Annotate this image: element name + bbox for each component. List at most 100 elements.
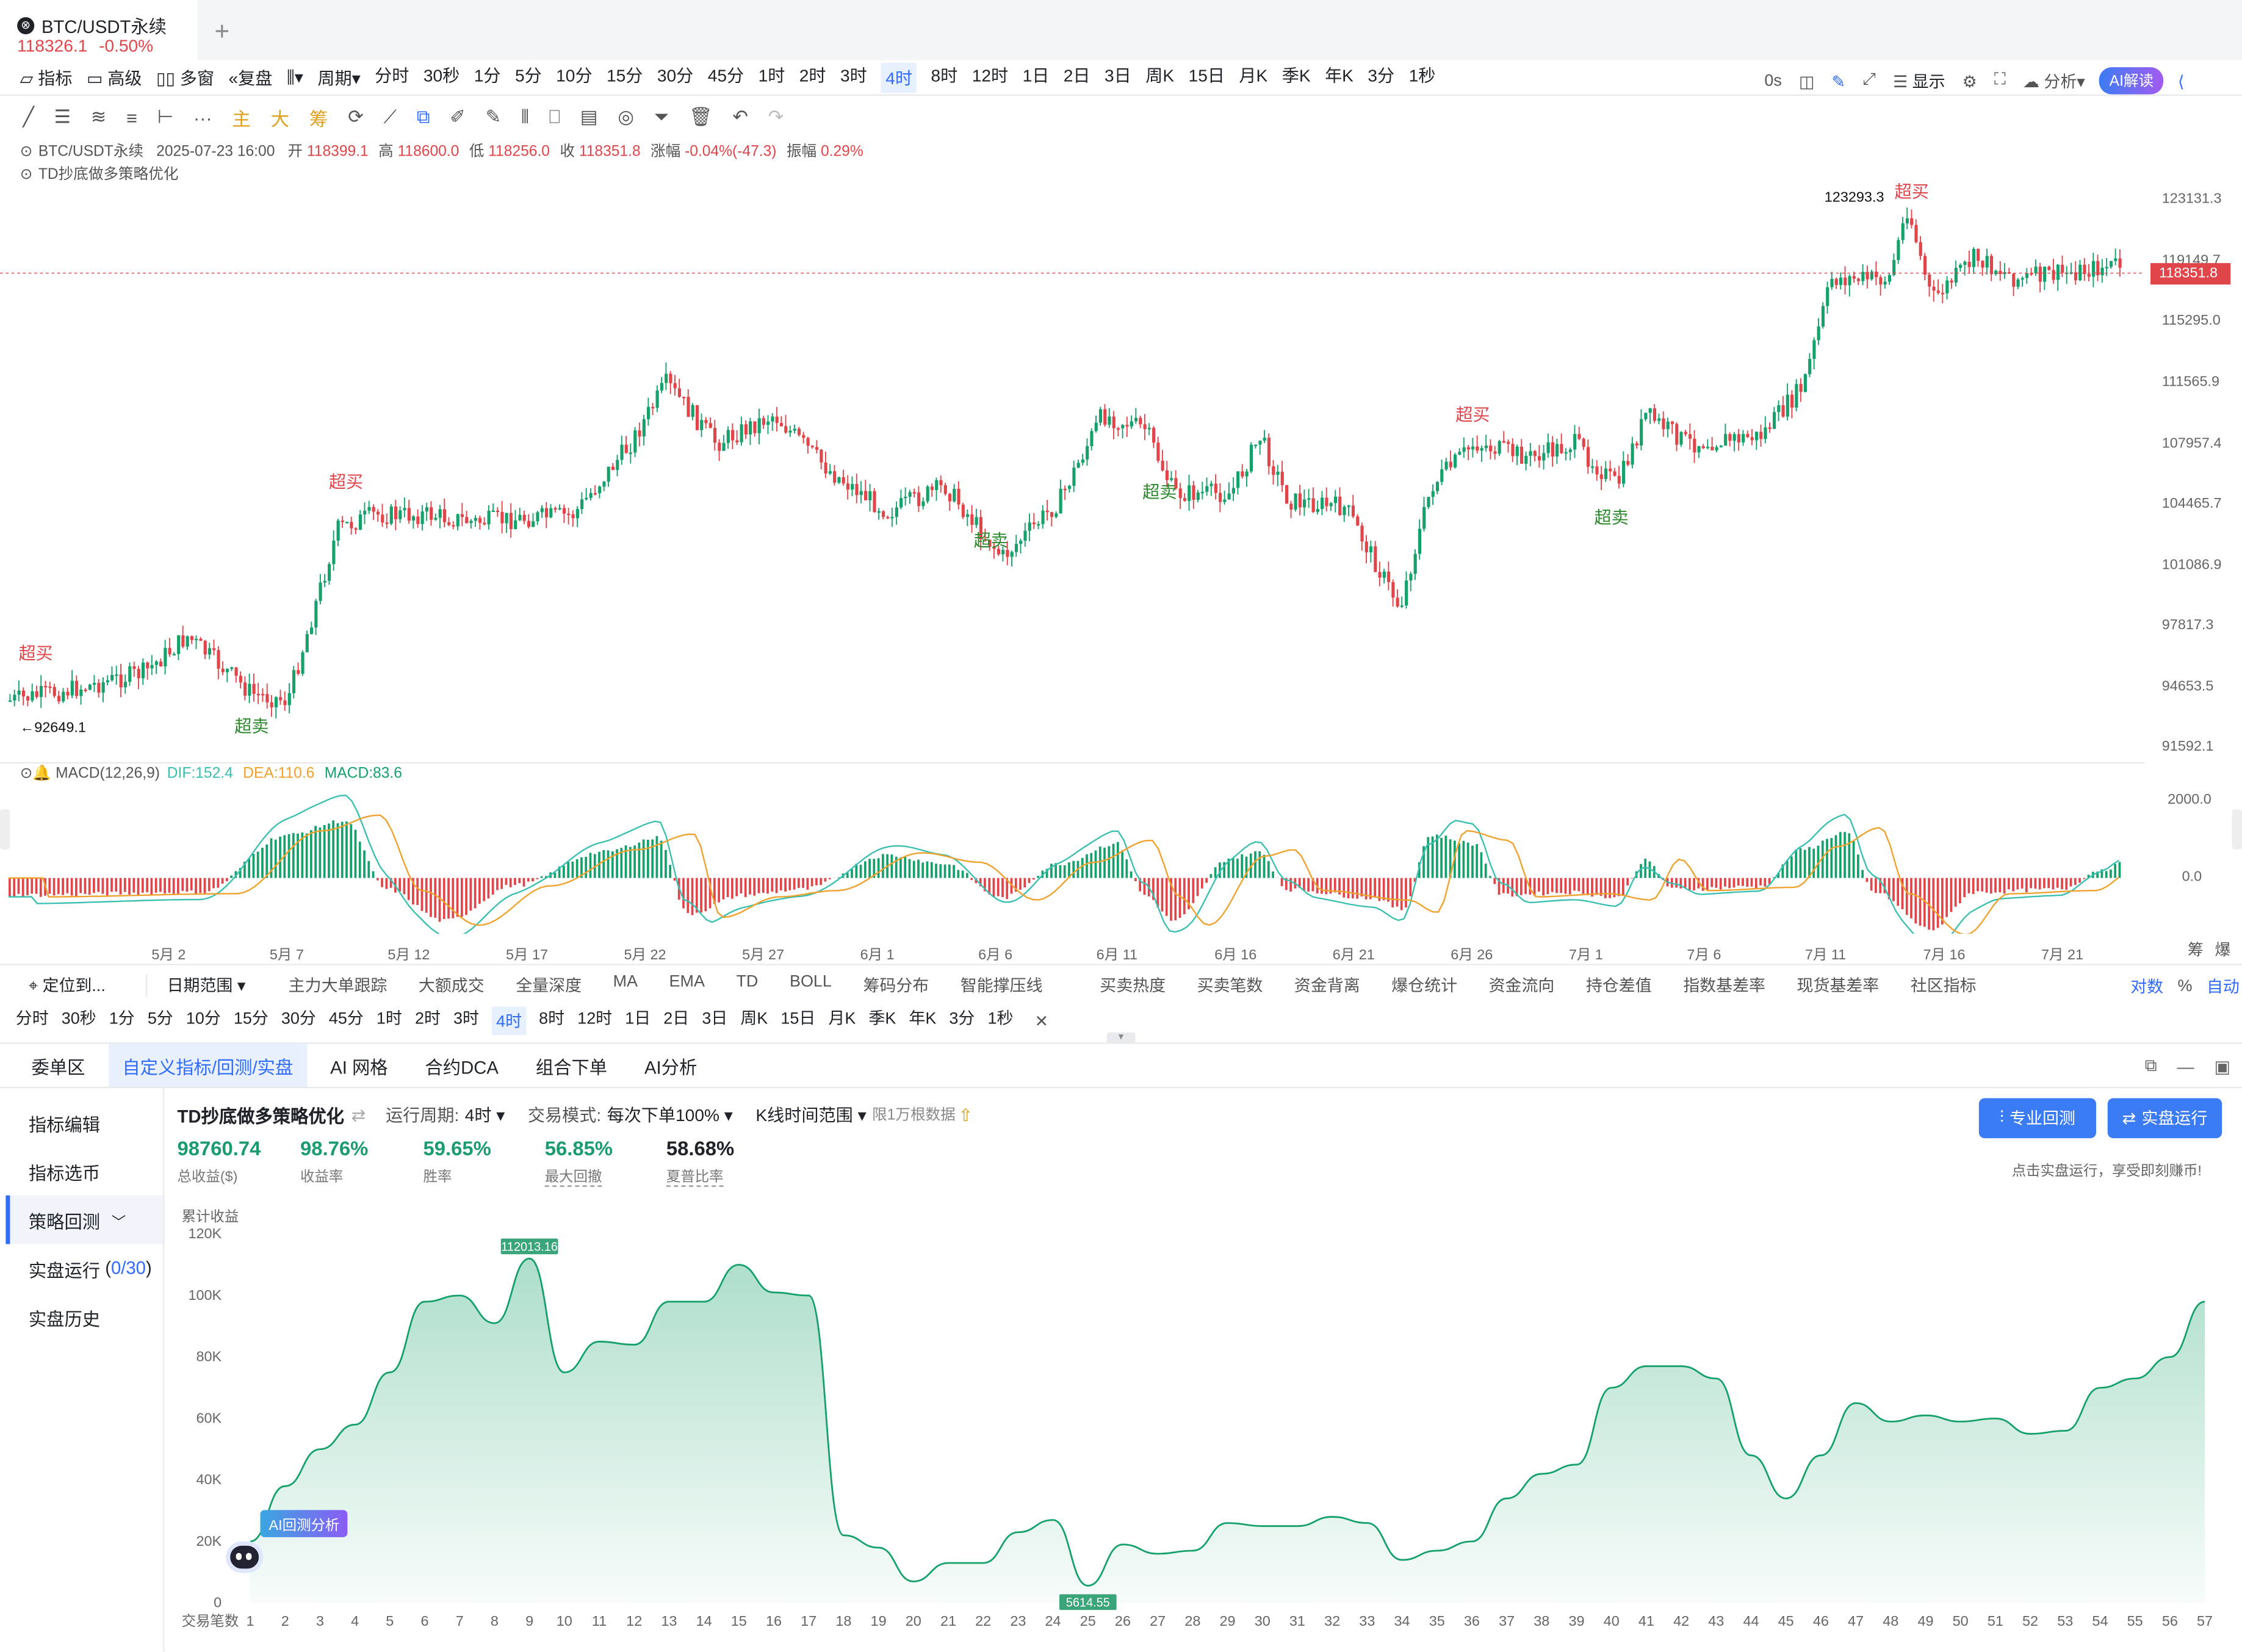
period-19[interactable]: 月K xyxy=(1239,62,1267,92)
period2-4[interactable]: 10分 xyxy=(186,1007,221,1036)
log-scale-button[interactable]: 对数 xyxy=(2130,975,2163,998)
period2-21[interactable]: 年K xyxy=(909,1007,936,1036)
live-run-button[interactable]: ⇄ 实盘运行 xyxy=(2108,1098,2222,1139)
period2-11[interactable]: 4时 xyxy=(492,1007,526,1036)
period-14[interactable]: 1日 xyxy=(1023,62,1050,92)
candle-type-button[interactable]: ⫼▾ xyxy=(287,67,303,88)
period2-14[interactable]: 1日 xyxy=(625,1007,651,1036)
indicator-item-11[interactable]: 资金背离 xyxy=(1294,974,1360,997)
scroll-right-handle[interactable] xyxy=(2232,809,2242,849)
share-icon[interactable]: ⟨ xyxy=(2178,71,2185,91)
period-13[interactable]: 12时 xyxy=(972,62,1008,92)
period-15[interactable]: 2日 xyxy=(1064,62,1090,92)
bottom-tab-1[interactable]: 自定义指标/回测/实盘 xyxy=(108,1043,308,1088)
more-tools-icon[interactable]: ··· xyxy=(193,107,212,128)
period-2[interactable]: 1分 xyxy=(474,62,501,92)
corner-chips[interactable]: 筹 xyxy=(2188,938,2204,961)
tab-btc-usdt[interactable]: ⊗ BTC/USDT永续 118326.1 -0.50% xyxy=(0,0,197,60)
indicator-item-2[interactable]: 全量深度 xyxy=(516,974,582,997)
period-18[interactable]: 15日 xyxy=(1189,62,1225,92)
chips-tool[interactable]: 筹 xyxy=(309,104,328,131)
maximize-icon[interactable]: ▣ xyxy=(2214,1056,2230,1076)
magnet-tool-icon[interactable]: ◎ xyxy=(618,106,634,128)
period-10[interactable]: 3时 xyxy=(840,62,867,92)
indicator-item-5[interactable]: TD xyxy=(736,974,758,997)
period2-13[interactable]: 12时 xyxy=(577,1007,612,1036)
period2-2[interactable]: 1分 xyxy=(109,1007,135,1036)
period-20[interactable]: 季K xyxy=(1282,62,1311,92)
period-1[interactable]: 30秒 xyxy=(424,62,460,92)
sidebar-item-live-history[interactable]: 实盘历史 xyxy=(5,1293,163,1341)
period-5[interactable]: 15分 xyxy=(607,62,643,92)
fib-tool-icon[interactable]: ⟳ xyxy=(348,106,364,128)
period2-23[interactable]: 1秒 xyxy=(987,1007,1013,1036)
period-3[interactable]: 5分 xyxy=(515,62,542,92)
popout-icon[interactable]: ⧉ xyxy=(2145,1055,2157,1077)
period-17[interactable]: 周K xyxy=(1145,62,1174,92)
period-22[interactable]: 3分 xyxy=(1368,62,1394,92)
bottom-tab-3[interactable]: 合约DCA xyxy=(425,1051,499,1079)
period2-8[interactable]: 1时 xyxy=(377,1007,402,1036)
analysis-button[interactable]: ☁ 分析▾ xyxy=(2023,70,2085,92)
indicator-item-17[interactable]: 社区指标 xyxy=(1911,974,1977,997)
note-tool-icon[interactable]: ▤ xyxy=(580,106,598,128)
filter-tool-icon[interactable]: ⏷ xyxy=(654,106,669,128)
pattern-tool-icon[interactable]: ⫴ xyxy=(521,106,529,128)
sidebar-item-indicator-screener[interactable]: 指标选币 xyxy=(5,1147,163,1196)
gear-icon[interactable]: ⚙ xyxy=(1963,71,1977,91)
bottom-tab-5[interactable]: AI分析 xyxy=(644,1051,697,1079)
period2-1[interactable]: 30秒 xyxy=(62,1007,96,1036)
sidebar-item-backtest[interactable]: 策略回测 ﹀ xyxy=(5,1196,163,1244)
line-tool-icon[interactable]: ╱ xyxy=(23,106,34,128)
indicator-item-10[interactable]: 买卖笔数 xyxy=(1197,974,1263,997)
sidebar-item-live-run[interactable]: 实盘运行 (0/30) xyxy=(5,1244,163,1293)
expand-icon[interactable]: ⤢ xyxy=(1862,71,1876,90)
bottom-tab-2[interactable]: AI 网格 xyxy=(330,1051,387,1079)
period2-7[interactable]: 45分 xyxy=(329,1007,364,1036)
multi-window-button[interactable]: ▯▯ 多窗 xyxy=(156,65,214,90)
measure-tool-icon[interactable]: ⟋ xyxy=(384,106,397,128)
period2-22[interactable]: 3分 xyxy=(949,1007,975,1036)
indicator-button[interactable]: ▱ 指标 xyxy=(20,65,73,90)
period2-19[interactable]: 月K xyxy=(828,1007,856,1036)
period2-3[interactable]: 5分 xyxy=(148,1007,173,1036)
kline-range-select[interactable]: K线时间范围 ▾ xyxy=(755,1103,866,1127)
indicator-item-7[interactable]: 筹码分布 xyxy=(863,974,929,997)
period2-9[interactable]: 2时 xyxy=(415,1007,441,1036)
indicator-item-13[interactable]: 资金流向 xyxy=(1489,974,1555,997)
big-order-tool[interactable]: 大 xyxy=(271,104,289,131)
brush-tool-icon[interactable]: ✐ xyxy=(450,106,466,128)
period-9[interactable]: 2时 xyxy=(799,62,826,92)
period-select[interactable]: 4时 ▾ xyxy=(465,1103,505,1127)
indicator-item-6[interactable]: BOLL xyxy=(790,974,832,997)
period2-5[interactable]: 15分 xyxy=(234,1007,269,1036)
period-23[interactable]: 1秒 xyxy=(1409,62,1436,92)
main-force-tool[interactable]: 主 xyxy=(232,104,250,131)
minimize-icon[interactable]: — xyxy=(2177,1056,2194,1076)
period-11[interactable]: 4时 xyxy=(881,62,917,92)
period2-15[interactable]: 2日 xyxy=(663,1007,689,1036)
indicator-item-9[interactable]: 买卖热度 xyxy=(1100,974,1166,997)
bottom-tab-4[interactable]: 组合下单 xyxy=(536,1051,607,1079)
pro-backtest-button[interactable]: ⫶ 专业回测 xyxy=(1979,1098,2096,1139)
period-6[interactable]: 30分 xyxy=(657,62,693,92)
ai-interpret-button[interactable]: AI解读 xyxy=(2099,67,2163,95)
copy-tool-icon[interactable]: ⧉ xyxy=(417,106,430,128)
period2-0[interactable]: 分时 xyxy=(16,1007,49,1036)
indicator-item-1[interactable]: 大额成交 xyxy=(419,974,485,997)
indicator-item-16[interactable]: 现货基差率 xyxy=(1797,974,1880,997)
scroll-left-handle[interactable] xyxy=(0,809,10,849)
period2-20[interactable]: 季K xyxy=(868,1007,896,1036)
macd-chart[interactable] xyxy=(0,779,2242,934)
period2-17[interactable]: 周K xyxy=(740,1007,768,1036)
period-21[interactable]: 年K xyxy=(1325,62,1353,92)
period-12[interactable]: 8时 xyxy=(931,62,958,92)
indicator-item-15[interactable]: 指数基差率 xyxy=(1683,974,1765,997)
indicator-item-14[interactable]: 持仓差值 xyxy=(1586,974,1652,997)
date-range-button[interactable]: 日期范围 ▾ xyxy=(145,974,245,997)
advanced-button[interactable]: ▭ 高级 xyxy=(87,65,142,90)
undo-icon[interactable]: ↶ xyxy=(732,106,748,128)
lock-tool-icon[interactable]: ⎕ xyxy=(549,106,560,128)
